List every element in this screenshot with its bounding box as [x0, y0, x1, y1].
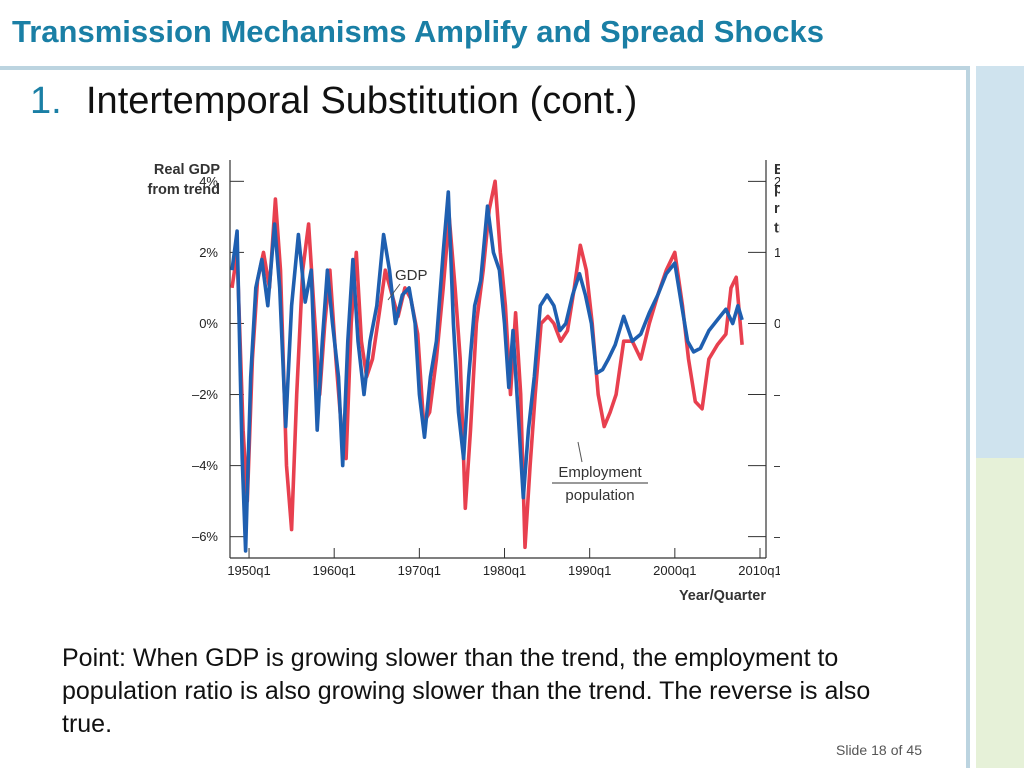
- decor-panel-bottom: [976, 458, 1024, 768]
- slide-subtitle: Intertemporal Substitution (cont.): [86, 80, 638, 122]
- x-tick-label: 1950q1: [227, 563, 270, 578]
- x-tick-label: 1990q1: [568, 563, 611, 578]
- x-tick-label: 2010q1: [738, 563, 780, 578]
- x-tick-label: 1960q1: [312, 563, 355, 578]
- footer-of: of: [890, 742, 903, 758]
- x-tick-label: 1970q1: [398, 563, 441, 578]
- left-tick-label: 2%: [199, 245, 218, 260]
- right-tick-label: –1%: [774, 387, 780, 402]
- right-axis-label-line: ratio from: [774, 201, 780, 217]
- left-axis-label-line: Real GDP: [154, 162, 220, 178]
- x-axis-label: Year/Quarter: [679, 588, 766, 604]
- series-employment-line: [230, 179, 744, 550]
- right-axis-ticks: 2% 1% 0% –1% –2% –3%: [748, 174, 780, 544]
- content-frame: [0, 66, 970, 768]
- left-axis-label: Real GDP from trend: [148, 162, 221, 198]
- chart: Real GDP from trend Employment/population…: [148, 160, 780, 604]
- bullet-number: 1.: [30, 80, 62, 122]
- annotation-gdp: GDP: [395, 267, 428, 284]
- x-tick-label: 1980q1: [483, 563, 526, 578]
- slide-title: Transmission Mechanisms Amplify and Spre…: [12, 14, 824, 49]
- left-tick-label: –2%: [192, 387, 218, 402]
- point-text: Point: When GDP is growing slower than t…: [62, 644, 871, 738]
- annotation-gdp-pointer: [387, 283, 401, 301]
- right-tick-label: 0%: [774, 316, 780, 331]
- title-bar: Transmission Mechanisms Amplify and Spre…: [0, 0, 1024, 66]
- chart-annotations: GDP Employment population: [387, 267, 648, 504]
- annotation-employment-pointer: [577, 441, 583, 463]
- right-axis-label-line: population: [774, 182, 780, 198]
- left-tick-label: 4%: [199, 174, 218, 189]
- right-tick-label: –2%: [774, 458, 780, 473]
- x-axis-ticks: 1950q1 1960q1 1970q1 1980q1 1990q1 2000q1 2010…: [227, 548, 780, 578]
- right-axis-label: Employment/population ratio from trend: [774, 162, 780, 237]
- left-axis-ticks: 4% 2% 0% –2% –4% –6%: [192, 174, 244, 544]
- left-tick-label: 0%: [199, 316, 218, 331]
- right-tick-label: 1%: [774, 245, 780, 260]
- left-tick-label: –4%: [192, 458, 218, 473]
- annotation-employment: Employment: [558, 464, 642, 481]
- right-tick-label: 2%: [774, 174, 780, 189]
- footer-prefix: Slide: [836, 742, 868, 758]
- series-gdp-line: [230, 190, 744, 553]
- footer-total: 45: [906, 742, 922, 758]
- annotation-population: population: [565, 487, 634, 504]
- left-axis-label-line: from trend: [148, 182, 221, 198]
- right-axis-label-line: trend: [774, 221, 780, 237]
- footer-current: 18: [871, 742, 887, 758]
- decor-panel-top: [976, 66, 1024, 458]
- left-tick-label: –6%: [192, 529, 218, 544]
- x-tick-label: 2000q1: [653, 563, 696, 578]
- slide-footer: Slide 18 of 45: [836, 742, 926, 758]
- right-axis-label-line: Employment/: [774, 162, 780, 178]
- right-tick-label: –3%: [774, 529, 780, 544]
